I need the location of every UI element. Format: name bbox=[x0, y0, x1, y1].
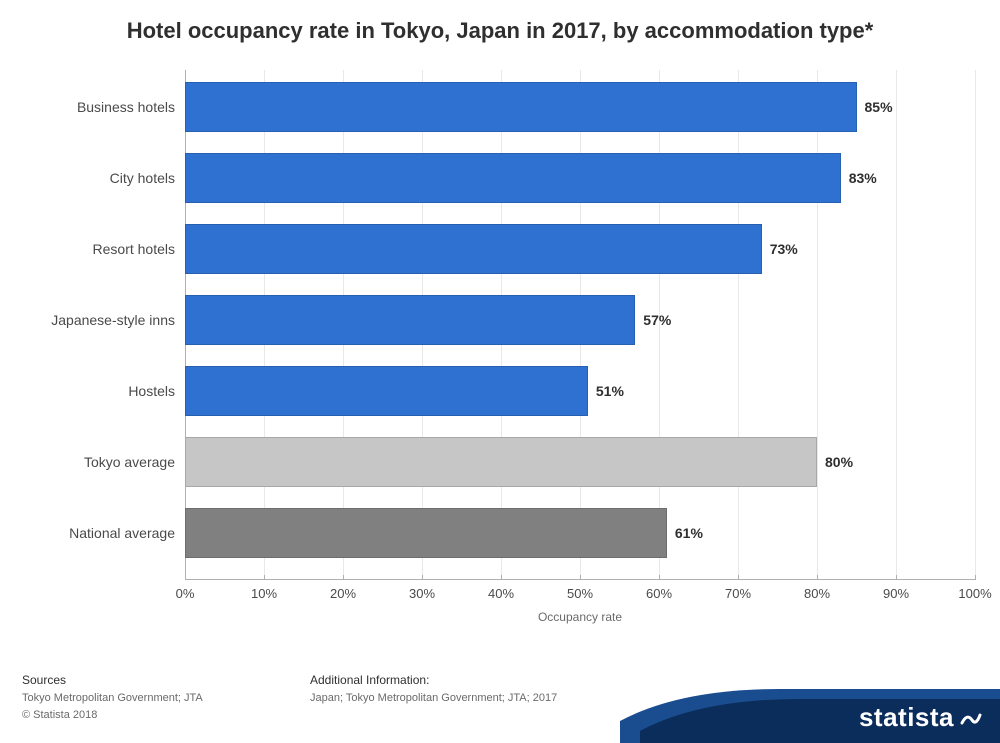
gridline bbox=[817, 70, 818, 580]
logo-text: statista bbox=[859, 702, 954, 733]
logo-mark-icon bbox=[960, 707, 982, 729]
gridline bbox=[738, 70, 739, 580]
x-tick-label: 30% bbox=[409, 586, 435, 601]
x-tick-mark bbox=[264, 575, 265, 580]
sources-text: Tokyo Metropolitan Government; JTA bbox=[22, 690, 203, 707]
x-tick-label: 20% bbox=[330, 586, 356, 601]
x-tick-label: 0% bbox=[176, 586, 195, 601]
bar-value-label: 83% bbox=[849, 170, 877, 186]
bar bbox=[185, 224, 762, 274]
x-tick-label: 80% bbox=[804, 586, 830, 601]
bar bbox=[185, 295, 635, 345]
sources-block: Sources Tokyo Metropolitan Government; J… bbox=[22, 671, 203, 723]
bar-value-label: 51% bbox=[596, 383, 624, 399]
chart-title: Hotel occupancy rate in Tokyo, Japan in … bbox=[0, 0, 1000, 54]
bar-row: 57% bbox=[185, 295, 671, 345]
statista-logo: statista bbox=[859, 702, 982, 733]
gridline bbox=[975, 70, 976, 580]
x-tick-mark bbox=[185, 575, 186, 580]
y-category-label: Resort hotels bbox=[0, 241, 175, 257]
copyright-text: © Statista 2018 bbox=[22, 707, 203, 724]
x-tick-mark bbox=[659, 575, 660, 580]
gridline bbox=[896, 70, 897, 580]
x-tick-mark bbox=[501, 575, 502, 580]
y-category-label: Tokyo average bbox=[0, 454, 175, 470]
x-tick-label: 10% bbox=[251, 586, 277, 601]
bar-row: 80% bbox=[185, 437, 853, 487]
chart-area: 85%83%73%57%51%80%61% 0%10%20%30%40%50%6… bbox=[185, 70, 975, 610]
x-axis-ticks: 0%10%20%30%40%50%60%70%80%90%100% bbox=[185, 580, 975, 610]
sources-heading: Sources bbox=[22, 671, 203, 689]
bar bbox=[185, 437, 817, 487]
x-tick-mark bbox=[738, 575, 739, 580]
bar-value-label: 57% bbox=[643, 312, 671, 328]
x-tick-label: 70% bbox=[725, 586, 751, 601]
bar bbox=[185, 82, 857, 132]
y-category-label: Hostels bbox=[0, 383, 175, 399]
additional-info-block: Additional Information: Japan; Tokyo Met… bbox=[310, 671, 557, 707]
additional-heading: Additional Information: bbox=[310, 671, 557, 689]
bar-value-label: 80% bbox=[825, 454, 853, 470]
bar-value-label: 85% bbox=[865, 99, 893, 115]
bar-row: 51% bbox=[185, 366, 624, 416]
x-tick-mark bbox=[975, 575, 976, 580]
x-tick-mark bbox=[580, 575, 581, 580]
x-tick-label: 50% bbox=[567, 586, 593, 601]
x-tick-mark bbox=[896, 575, 897, 580]
x-tick-mark bbox=[817, 575, 818, 580]
y-category-label: National average bbox=[0, 525, 175, 541]
bar-row: 85% bbox=[185, 82, 893, 132]
x-tick-mark bbox=[343, 575, 344, 580]
bar-row: 61% bbox=[185, 508, 703, 558]
bar-row: 83% bbox=[185, 153, 877, 203]
y-category-label: Business hotels bbox=[0, 99, 175, 115]
bar-row: 73% bbox=[185, 224, 798, 274]
x-tick-label: 60% bbox=[646, 586, 672, 601]
x-tick-mark bbox=[422, 575, 423, 580]
x-tick-label: 100% bbox=[958, 586, 991, 601]
x-tick-label: 40% bbox=[488, 586, 514, 601]
y-category-label: City hotels bbox=[0, 170, 175, 186]
plot-region: 85% 83% 73% 57% 51% 80% 61% bbox=[185, 70, 975, 580]
bar-value-label: 73% bbox=[770, 241, 798, 257]
bar bbox=[185, 366, 588, 416]
bar bbox=[185, 508, 667, 558]
bar bbox=[185, 153, 841, 203]
bar-value-label: 61% bbox=[675, 525, 703, 541]
x-tick-label: 90% bbox=[883, 586, 909, 601]
x-axis-title: Occupancy rate bbox=[185, 610, 975, 624]
additional-text: Japan; Tokyo Metropolitan Government; JT… bbox=[310, 690, 557, 707]
footer: Sources Tokyo Metropolitan Government; J… bbox=[0, 663, 1000, 743]
y-axis-labels: Business hotels City hotels Resort hotels J… bbox=[0, 70, 175, 580]
y-category-label: Japanese-style inns bbox=[0, 312, 175, 328]
